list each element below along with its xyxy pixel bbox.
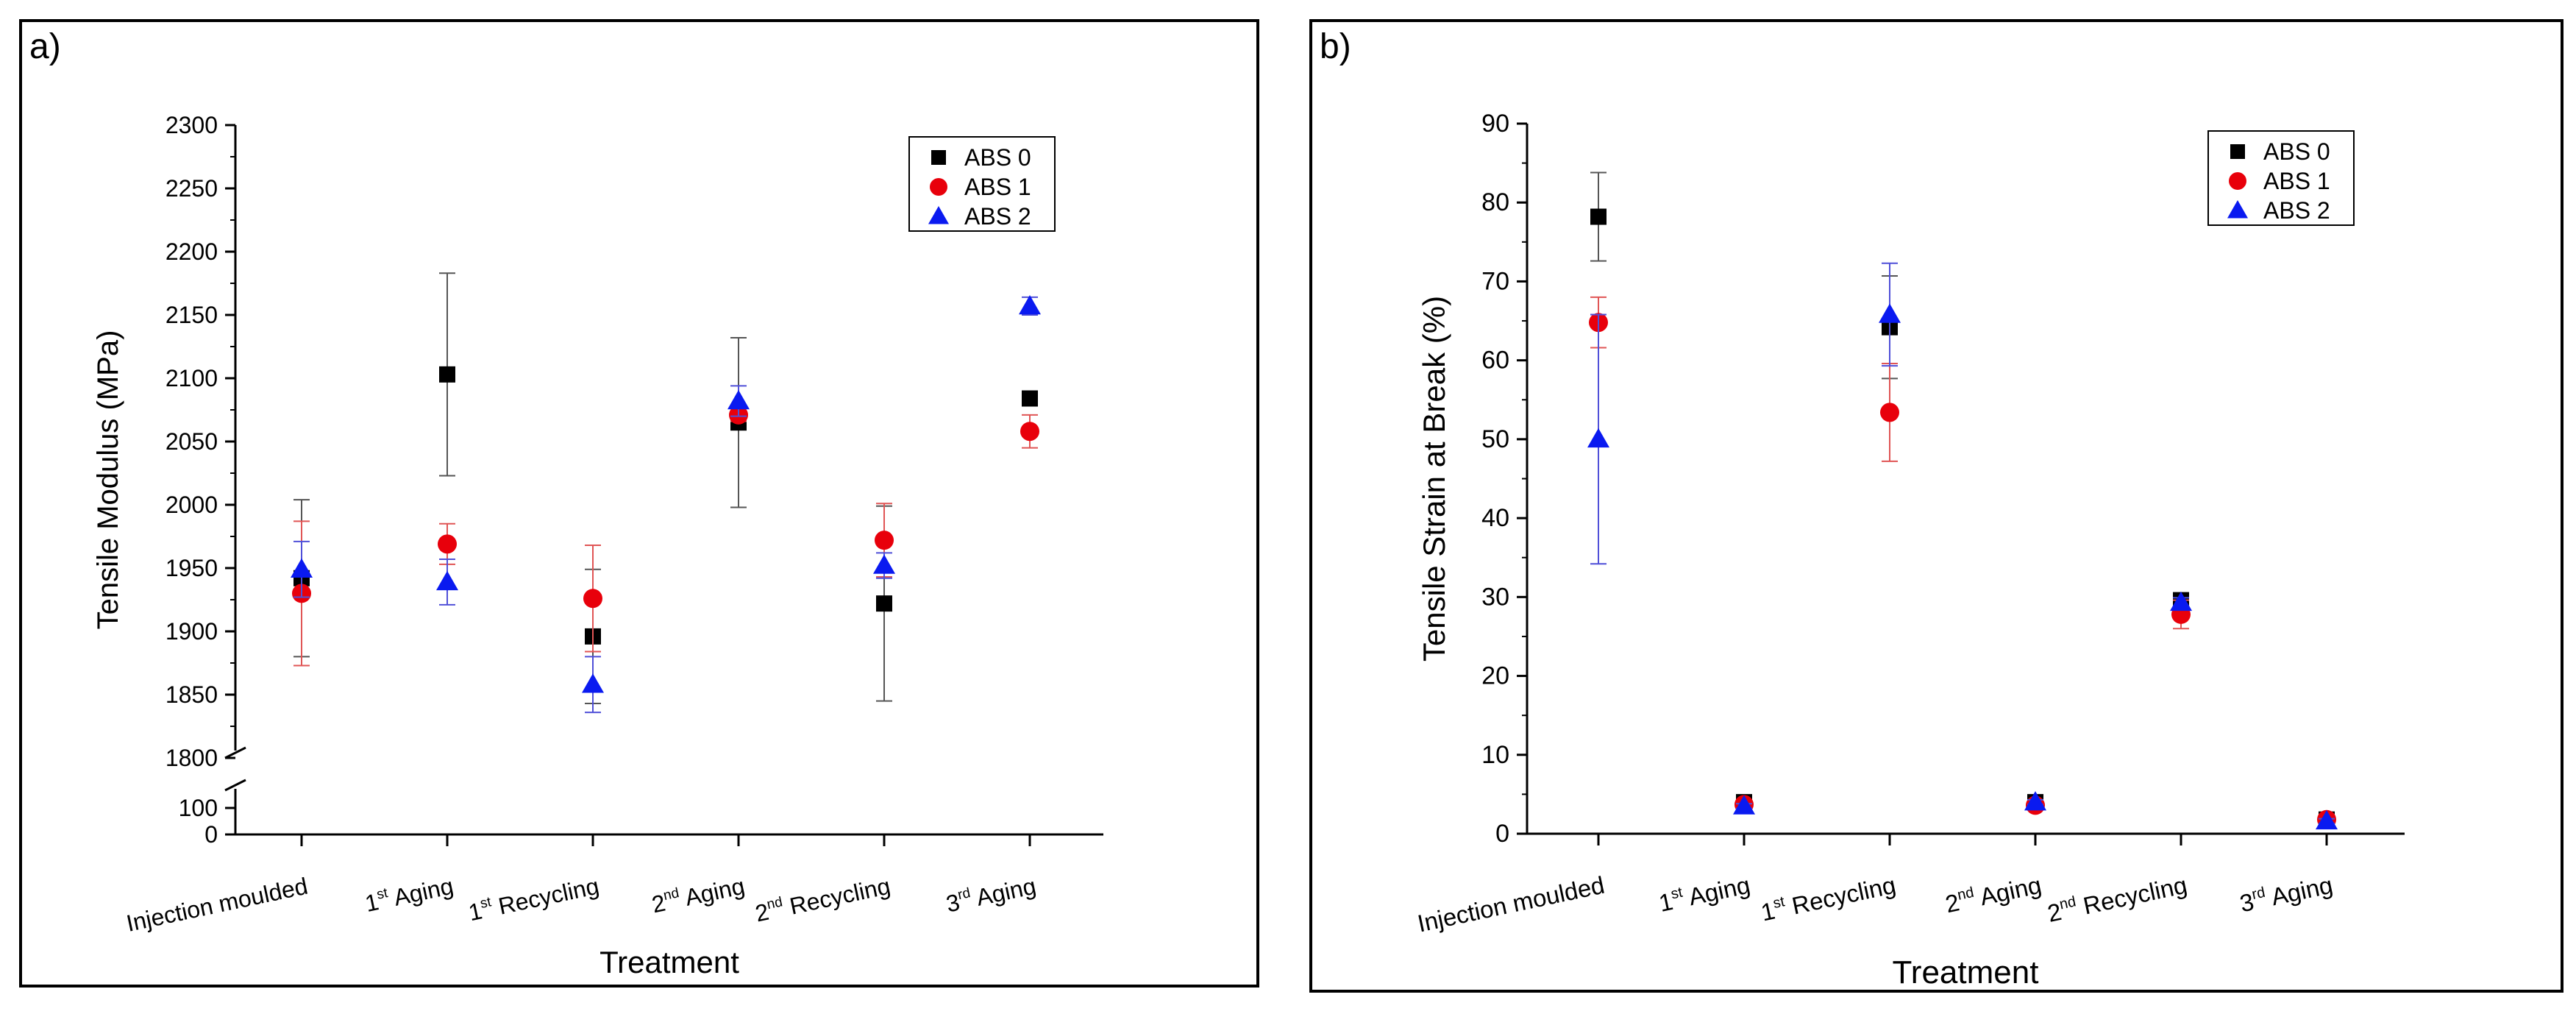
data-point — [2024, 791, 2046, 811]
y-axis-title: Tensile Strain at Break (%) — [1417, 296, 1451, 662]
y-tick-label: 90 — [1481, 110, 1509, 138]
x-tick-label: 1st Recycling — [1758, 871, 1898, 926]
data-point — [2316, 809, 2338, 830]
chart-panel-b: b) 0 10 20 30 40 50 60 70 80 90 Injection moulded 1… — [1309, 19, 2563, 993]
chart-b: 0 10 20 30 40 50 60 70 80 90 Injection moulded 1st … — [1415, 110, 2405, 990]
chart-panel-a: a) 1800 1850 1900 1950 2000 2050 2100 2150 2200 2… — [19, 19, 1259, 988]
axis-break-mark — [224, 779, 246, 792]
legend-marker — [928, 206, 949, 224]
y-tick-label: 2300 — [166, 112, 218, 138]
y-tick-label: 2200 — [166, 238, 218, 265]
y-tick-label: 1800 — [166, 745, 218, 771]
y-tick-label: 2250 — [166, 175, 218, 202]
x-tick-label: 2nd Aging — [1943, 871, 2043, 918]
y-tick-label: 0 — [204, 821, 218, 848]
panel-label-a: a) — [29, 27, 61, 66]
data-point — [1587, 428, 1609, 448]
y-tick-label: 2000 — [166, 492, 218, 518]
data-point — [1879, 303, 1901, 323]
legend-marker — [2229, 172, 2246, 190]
data-point — [439, 366, 455, 383]
x-tick-label: 1st Aging — [1657, 871, 1753, 917]
data-point — [1733, 795, 1755, 815]
data-point — [873, 554, 895, 574]
legend-marker — [931, 150, 946, 165]
data-point — [727, 389, 750, 410]
x-axis-title: Treatment — [1893, 954, 2039, 990]
y-tick-label: 2100 — [166, 365, 218, 391]
data-point — [438, 534, 457, 554]
y-tick-label: 80 — [1481, 188, 1509, 216]
x-axis-title: Treatment — [599, 945, 739, 979]
data-point — [2170, 591, 2192, 611]
x-tick-label: 1st Recycling — [466, 872, 602, 926]
data-point — [582, 673, 604, 693]
x-tick-label: 2nd Recycling — [2045, 871, 2190, 927]
legend-label: ABS 2 — [2263, 197, 2330, 224]
data-point — [1022, 390, 1038, 407]
y-tick-label: 50 — [1481, 425, 1509, 453]
y-tick-label: 10 — [1481, 741, 1509, 769]
y-tick-label: 30 — [1481, 583, 1509, 611]
y-tick-label: 2150 — [166, 302, 218, 328]
x-tick-label: 2nd Recycling — [752, 872, 892, 927]
data-point — [876, 595, 892, 612]
x-tick-label: 3rd Aging — [944, 872, 1039, 918]
y-axis-title: Tensile Modulus (MPa) — [92, 330, 124, 630]
y-tick-label: 20 — [1481, 662, 1509, 690]
x-tick-label: 2nd Aging — [650, 872, 747, 918]
data-point — [583, 589, 602, 609]
legend-marker — [2227, 200, 2248, 219]
data-point — [1590, 208, 1607, 225]
data-point — [436, 570, 458, 591]
x-tick-label: Injection moulded — [1415, 871, 1607, 937]
legend-label: ABS 2 — [964, 203, 1031, 230]
data-point — [291, 558, 313, 578]
data-point — [1020, 422, 1039, 442]
legend-label: ABS 1 — [2263, 168, 2330, 194]
y-tick-label: 2050 — [166, 428, 218, 455]
data-point — [1019, 294, 1041, 315]
legend-marker — [930, 178, 947, 196]
y-tick-label: 40 — [1481, 504, 1509, 532]
y-tick-label: 1850 — [166, 681, 218, 708]
y-tick-label: 0 — [1495, 820, 1509, 848]
y-tick-label: 1950 — [166, 555, 218, 581]
panel-label-b: b) — [1320, 27, 1351, 66]
legend-marker — [2230, 144, 2245, 159]
axis-break-mark — [224, 746, 246, 759]
legend-label: ABS 1 — [964, 174, 1031, 200]
data-point — [1880, 403, 1899, 422]
y-tick-label: 60 — [1481, 347, 1509, 375]
x-tick-label: Injection moulded — [124, 873, 310, 937]
legend-label: ABS 0 — [964, 144, 1031, 171]
chart-a: 1800 1850 1900 1950 2000 2050 2100 2150 2200 2250… — [92, 112, 1103, 979]
legend-label: ABS 0 — [2263, 138, 2330, 165]
y-tick-label: 1900 — [166, 618, 218, 645]
y-tick-label: 100 — [179, 795, 218, 821]
data-point — [875, 531, 894, 550]
y-tick-label: 70 — [1481, 267, 1509, 295]
x-tick-label: 3rd Aging — [2237, 871, 2335, 918]
x-tick-label: 1st Aging — [363, 872, 456, 917]
